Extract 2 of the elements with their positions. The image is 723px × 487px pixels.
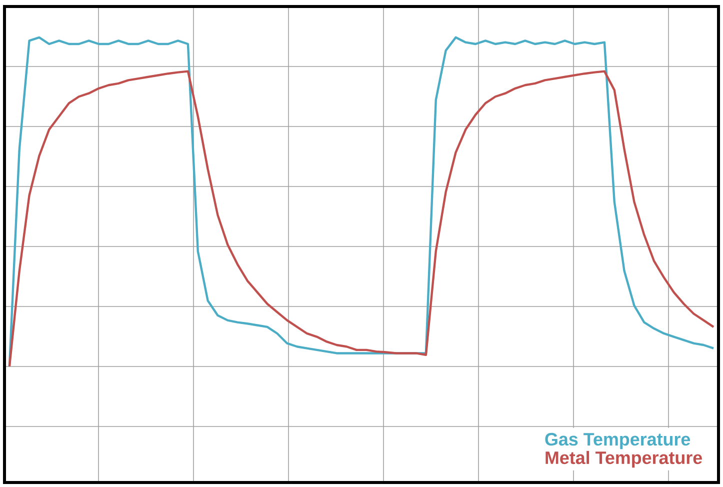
text: Metal Temperature bbox=[546, 450, 702, 468]
text: Gas Temperature bbox=[545, 432, 690, 450]
